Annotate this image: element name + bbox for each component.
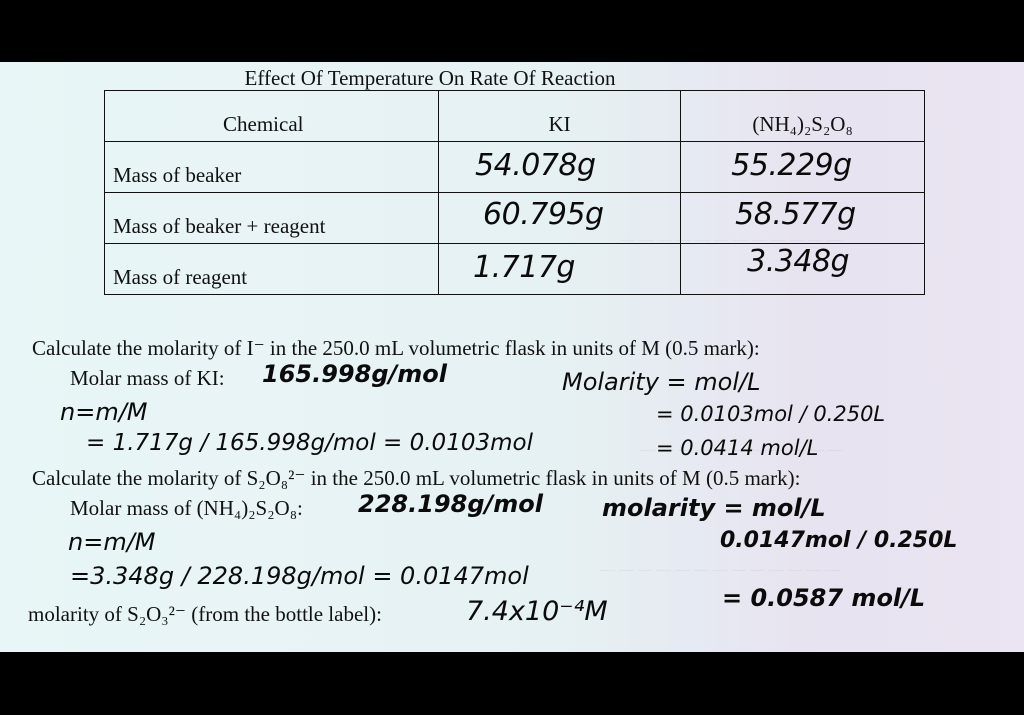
- q2-molarity-formula: molarity = mol/L: [602, 494, 826, 522]
- q2-molar-mass-label: Molar mass of (NH₄)₂S₂O₈:: [70, 496, 303, 520]
- table-header-row: Chemical KI (NH₄)₂S₂O₈: [103, 90, 925, 142]
- q3-prompt: molarity of S₂O₃²⁻ (from the bottle labe…: [28, 602, 382, 626]
- table-row: Mass of beaker 54.078g 55.229g: [103, 141, 925, 193]
- q1-prompt: Calculate the molarity of I⁻ in the 250.…: [32, 336, 760, 360]
- bleed-through-text: — — — — — — — — — — —: [640, 442, 843, 458]
- q1-molar-mass-label: Molar mass of KI:: [70, 366, 225, 390]
- q2-prompt: Calculate the molarity of S₂O₈²⁻ in the …: [32, 466, 801, 490]
- ki-mass-beaker: 54.078g: [438, 141, 682, 193]
- q1-molarity-calc1: = 0.0103mol / 0.250L: [656, 402, 886, 426]
- row-label: Mass of beaker + reagent: [103, 192, 440, 244]
- q1-molar-mass-value: 165.998g/mol: [262, 360, 447, 388]
- q1-molarity-calc2: = 0.0414 mol/L: [656, 436, 819, 460]
- row-label: Mass of beaker: [103, 141, 440, 193]
- ki-mass-reagent: 1.717g: [438, 243, 682, 295]
- ki-mass-beaker-reagent: 60.795g: [438, 192, 682, 244]
- q1-molarity-formula: Molarity = mol/L: [562, 368, 761, 396]
- header-ki: KI: [438, 90, 682, 142]
- row-label: Mass of reagent: [103, 243, 440, 295]
- header-chemical: Chemical: [103, 90, 440, 142]
- q2-molarity-calc2: = 0.0587 mol/L: [722, 584, 926, 612]
- q2-n-calc: =3.348g / 228.198g/mol = 0.0147mol: [70, 562, 529, 590]
- q3-value: 7.4x10⁻⁴M: [466, 596, 608, 627]
- q2-molarity-calc1: 0.0147mol / 0.250L: [720, 528, 958, 553]
- nh4-mass-beaker-reagent: 58.577g: [680, 192, 925, 244]
- q1-n-formula: n=m/M: [60, 398, 148, 426]
- q1-n-calc: = 1.717g / 165.998g/mol = 0.0103mol: [86, 430, 533, 456]
- table-row: Mass of beaker + reagent 60.795g 58.577g: [103, 192, 925, 244]
- bleed-through-text: — — — — — — — — — — — — —: [600, 562, 840, 578]
- q2-molar-mass-value: 228.198g/mol: [358, 490, 543, 518]
- mass-table: Chemical KI (NH₄)₂S₂O₈ Mass of beaker 54…: [103, 90, 925, 295]
- worksheet-page: — — — — — — — — — — — — — — — — — — — — …: [0, 62, 1024, 652]
- nh4-mass-beaker: 55.229g: [680, 141, 925, 193]
- header-nh4: (NH₄)₂S₂O₈: [680, 90, 925, 142]
- q2-n-formula: n=m/M: [68, 528, 156, 556]
- page-title: Effect Of Temperature On Rate Of Reactio…: [244, 66, 616, 90]
- nh4-mass-reagent: 3.348g: [680, 243, 925, 295]
- table-row: Mass of reagent 1.717g 3.348g: [103, 243, 925, 295]
